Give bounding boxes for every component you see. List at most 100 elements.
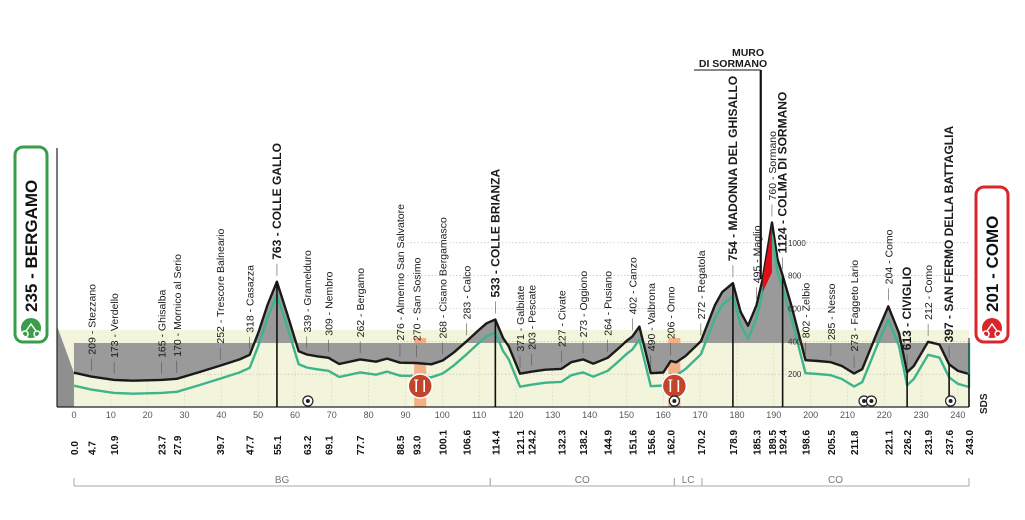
waypoint-km: 211.8 [850, 430, 861, 455]
elev-label-1000: 1000 [788, 239, 806, 248]
km-marker-0: 0 [71, 410, 76, 420]
km-marker-190: 190 [766, 410, 781, 420]
km-marker-100: 100 [435, 410, 450, 420]
waypoint-label: 272 - Regatola [696, 250, 708, 319]
muro-label-line1: MURO [732, 47, 764, 59]
elev-label-800: 800 [788, 272, 802, 281]
waypoint-km: 237.6 [945, 430, 956, 455]
waypoint-km: 100.1 [439, 430, 450, 455]
waypoint-km: 47.7 [246, 435, 257, 455]
start-km: 0.0 [70, 441, 81, 455]
km-marker-170: 170 [693, 410, 708, 420]
km-marker-20: 20 [143, 410, 153, 420]
waypoint-km: 185.3 [752, 430, 763, 455]
km-marker-140: 140 [582, 410, 597, 420]
svg-text:SDS: SDS [979, 393, 990, 414]
feed-zone-icon [661, 373, 688, 399]
waypoint-label: 204 - Como [883, 229, 895, 284]
region-label-co: CO [575, 475, 590, 486]
sprint-marker-icon [302, 395, 314, 407]
profile-area [74, 222, 969, 381]
waypoint-km: 162.0 [667, 430, 678, 455]
km-marker-210: 210 [840, 410, 855, 420]
waypoint-label: 613 - CIVIGLIO [900, 267, 914, 350]
waypoint-label: 203 - Pescate [526, 285, 538, 350]
sds-logo: SDS [979, 393, 990, 414]
region-label-lc: LC [682, 475, 695, 486]
elev-label-600: 600 [788, 305, 802, 314]
km-marker-60: 60 [290, 410, 300, 420]
waypoint-label: 273 - Oggiono [578, 271, 590, 338]
km-marker-240: 240 [950, 410, 965, 420]
start-badge: 235 - BERGAMO [13, 145, 49, 344]
waypoint-km: 132.3 [557, 430, 568, 455]
region-label-co: CO [828, 475, 843, 486]
finish-badge-label: 201 - COMO [983, 216, 1002, 312]
waypoint-km: 138.2 [579, 430, 590, 455]
waypoint-label: 371 - Galbiate [515, 286, 527, 352]
waypoint-km: 106.6 [463, 430, 474, 455]
waypoint-label: 264 - Pusiano [603, 271, 615, 336]
km-marker-30: 30 [179, 410, 189, 420]
waypoint-km: 69.1 [325, 435, 336, 455]
elev-label-400: 400 [788, 337, 802, 346]
waypoint-label: 495 - Maglio [751, 225, 763, 283]
waypoint-label: 318 - Casazza [245, 265, 257, 333]
waypoint-km: 63.2 [303, 435, 314, 455]
km-marker-50: 50 [253, 410, 263, 420]
km-marker-120: 120 [508, 410, 523, 420]
waypoint-km: 243.0 [965, 430, 976, 455]
waypoint-label: 270 - San Sosimo [412, 257, 424, 341]
waypoint-label: 754 - MADONNA DEL GHISALLO [726, 76, 740, 261]
waypoint-km: 231.9 [924, 430, 935, 455]
waypoint-km: 226.2 [903, 430, 914, 455]
km-marker-180: 180 [729, 410, 744, 420]
km-marker-110: 110 [472, 410, 486, 420]
muro-label-line2: DI SORMANO [699, 58, 767, 70]
waypoint-km: 198.6 [801, 430, 812, 455]
waypoint-km: 27.9 [173, 435, 184, 455]
waypoint-km: 88.5 [396, 435, 407, 455]
waypoint-label: 339 - Gramelduro [302, 250, 314, 332]
km-marker-200: 200 [803, 410, 818, 420]
waypoint-km: 170.2 [697, 430, 708, 455]
elev-label-200: 200 [788, 370, 802, 379]
waypoint-label: 763 - COLLE GALLO [270, 143, 284, 260]
waypoint-km: 189.5 [768, 430, 779, 455]
km-marker-230: 230 [914, 410, 929, 420]
waypoint-km: 192.4 [779, 430, 790, 455]
waypoint-km: 55.1 [273, 435, 284, 455]
waypoint-label: 402 - Canzo [627, 257, 639, 314]
waypoint-km: 124.2 [527, 430, 538, 455]
finish-badge: 201 - COMO [974, 185, 1010, 344]
waypoint-label: 533 - COLLE BRIANZA [488, 168, 502, 297]
waypoint-km: 178.9 [729, 430, 740, 455]
waypoint-km: 121.1 [516, 430, 527, 455]
waypoint-label: 802 - Zelbio [800, 283, 812, 339]
waypoint-label: 760 - Sormano [767, 131, 779, 201]
km-marker-220: 220 [877, 410, 892, 420]
waypoint-km: 221.1 [884, 430, 895, 455]
km-marker-70: 70 [327, 410, 337, 420]
sprint-marker-icon [668, 395, 680, 407]
start-badge-label: 235 - BERGAMO [22, 180, 41, 312]
waypoint-km: 39.7 [216, 435, 227, 455]
region-label-bg: BG [275, 475, 290, 486]
waypoint-label: 309 - Nembro [324, 271, 336, 335]
waypoint-label: 262 - Bergamo [355, 268, 367, 338]
waypoint-label: 283 - Calco [462, 265, 474, 319]
waypoint-label: 212 - Como [923, 265, 935, 320]
waypoint-label: 170 - Mornico al Serio [172, 254, 184, 357]
waypoint-km: 205.5 [827, 430, 838, 455]
waypoint-label: 490 - Valbrona [646, 283, 658, 351]
waypoint-label: 227 - Civate [556, 290, 568, 347]
waypoint-label: 268 - Cisano Bergamasco [438, 217, 450, 339]
km-marker-160: 160 [656, 410, 671, 420]
route-line [73, 234, 971, 395]
waypoint-label: 252 - Trescore Balneario [215, 228, 227, 343]
waypoint-label: 276 - Almenno San Salvatore [395, 204, 407, 341]
waypoint-label: 285 - Nesso [826, 283, 838, 340]
start-wall [57, 326, 74, 407]
waypoint-km: 114.4 [491, 430, 502, 455]
